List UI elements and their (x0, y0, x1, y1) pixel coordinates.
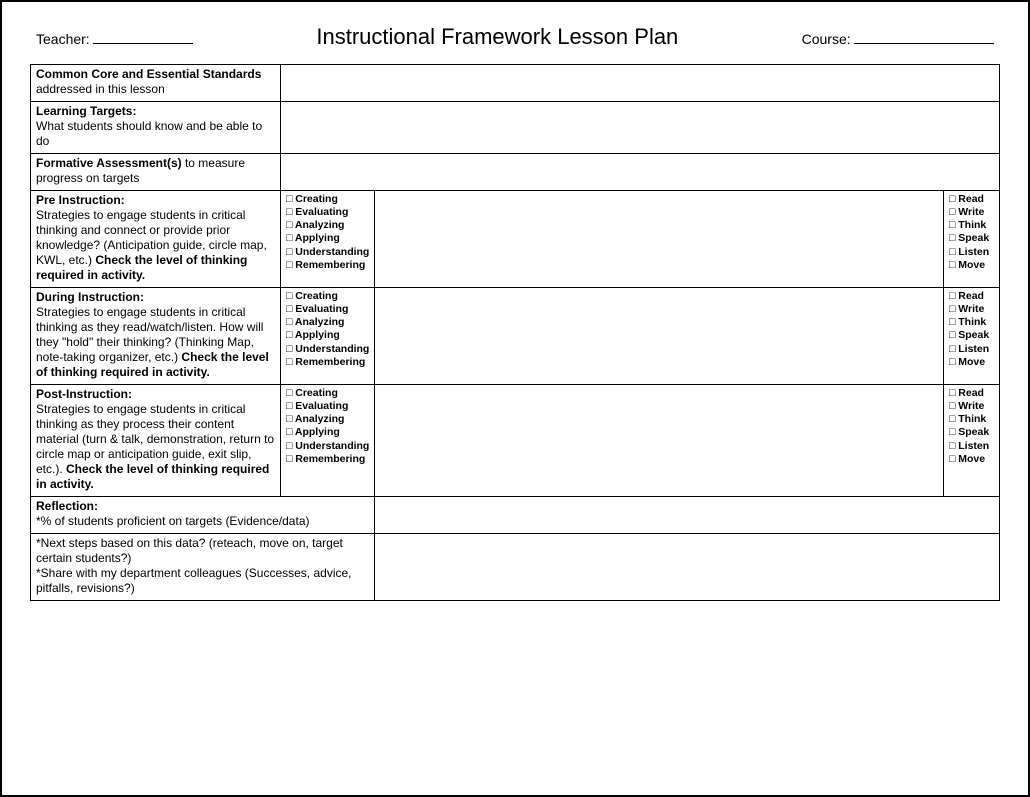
chk-analyzing[interactable]: Analyzing (286, 413, 369, 426)
chk-read[interactable]: Read (949, 290, 994, 303)
row-pre-label: Pre Instruction: Strategies to engage st… (31, 191, 281, 288)
row-learning-targets-content[interactable] (281, 102, 1000, 154)
post-desc-b: Check the level of thinking required in … (36, 462, 269, 491)
teacher-label: Teacher: (36, 31, 90, 47)
refl-desc: *% of students proficient on targets (Ev… (36, 514, 369, 529)
cc-bold: Common Core and Essential Standards (36, 67, 261, 81)
chk-remembering[interactable]: Remembering (286, 453, 369, 466)
chk-applying[interactable]: Applying (286, 426, 369, 439)
chk-applying[interactable]: Applying (286, 329, 369, 342)
chk-move[interactable]: Move (949, 259, 994, 272)
teacher-blank[interactable] (93, 30, 193, 44)
chk-listen[interactable]: Listen (949, 343, 994, 356)
during-bold: During Instruction: (36, 290, 275, 305)
chk-think[interactable]: Think (949, 413, 994, 426)
row-post-label: Post-Instruction: Strategies to engage s… (31, 385, 281, 497)
chk-move[interactable]: Move (949, 356, 994, 369)
chk-write[interactable]: Write (949, 206, 994, 219)
chk-listen[interactable]: Listen (949, 440, 994, 453)
pre-bold: Pre Instruction: (36, 193, 275, 208)
during-content[interactable] (375, 288, 944, 385)
chk-analyzing[interactable]: Analyzing (286, 219, 369, 232)
row-formative-label: Formative Assessment(s) to measure progr… (31, 154, 281, 191)
header-row: Teacher: Instructional Framework Lesson … (30, 24, 1000, 50)
chk-read[interactable]: Read (949, 387, 994, 400)
chk-write[interactable]: Write (949, 400, 994, 413)
chk-speak[interactable]: Speak (949, 232, 994, 245)
fa-bold: Formative Assessment(s) (36, 156, 182, 170)
chk-think[interactable]: Think (949, 219, 994, 232)
page-title: Instructional Framework Lesson Plan (193, 24, 802, 50)
chk-remembering[interactable]: Remembering (286, 356, 369, 369)
chk-understanding[interactable]: Understanding (286, 343, 369, 356)
lt-desc: What students should know and be able to… (36, 119, 275, 149)
post-bold: Post-Instruction: (36, 387, 275, 402)
row-reflection-label: Reflection: *% of students proficient on… (31, 497, 375, 534)
row-nextsteps-content[interactable] (375, 534, 1000, 601)
row-common-core-content[interactable] (281, 65, 1000, 102)
course-blank[interactable] (854, 30, 994, 44)
lesson-plan-table: Common Core and Essential Standards addr… (30, 64, 1000, 601)
post-content[interactable] (375, 385, 944, 497)
during-levels: Creating Evaluating Analyzing Applying U… (281, 288, 375, 385)
post-modes: Read Write Think Speak Listen Move (944, 385, 1000, 497)
chk-speak[interactable]: Speak (949, 329, 994, 342)
chk-speak[interactable]: Speak (949, 426, 994, 439)
chk-understanding[interactable]: Understanding (286, 246, 369, 259)
chk-creating[interactable]: Creating (286, 290, 369, 303)
page: Teacher: Instructional Framework Lesson … (0, 0, 1030, 797)
chk-evaluating[interactable]: Evaluating (286, 206, 369, 219)
next-l2: *Share with my department colleagues (Su… (36, 566, 369, 596)
chk-evaluating[interactable]: Evaluating (286, 400, 369, 413)
row-reflection-content[interactable] (375, 497, 1000, 534)
teacher-field: Teacher: (36, 30, 193, 47)
course-field: Course: (802, 30, 994, 47)
pre-content[interactable] (375, 191, 944, 288)
row-nextsteps-label: *Next steps based on this data? (reteach… (31, 534, 375, 601)
during-modes: Read Write Think Speak Listen Move (944, 288, 1000, 385)
row-formative-content[interactable] (281, 154, 1000, 191)
chk-move[interactable]: Move (949, 453, 994, 466)
row-common-core-label: Common Core and Essential Standards addr… (31, 65, 281, 102)
chk-remembering[interactable]: Remembering (286, 259, 369, 272)
refl-bold: Reflection: (36, 499, 369, 514)
next-l1: *Next steps based on this data? (reteach… (36, 536, 369, 566)
chk-evaluating[interactable]: Evaluating (286, 303, 369, 316)
chk-write[interactable]: Write (949, 303, 994, 316)
lt-bold: Learning Targets: (36, 104, 275, 119)
chk-applying[interactable]: Applying (286, 232, 369, 245)
course-label: Course: (802, 31, 851, 47)
chk-creating[interactable]: Creating (286, 193, 369, 206)
pre-modes: Read Write Think Speak Listen Move (944, 191, 1000, 288)
post-levels: Creating Evaluating Analyzing Applying U… (281, 385, 375, 497)
chk-listen[interactable]: Listen (949, 246, 994, 259)
row-learning-targets-label: Learning Targets: What students should k… (31, 102, 281, 154)
pre-levels: Creating Evaluating Analyzing Applying U… (281, 191, 375, 288)
chk-creating[interactable]: Creating (286, 387, 369, 400)
chk-analyzing[interactable]: Analyzing (286, 316, 369, 329)
chk-read[interactable]: Read (949, 193, 994, 206)
cc-rest: addressed in this lesson (36, 82, 165, 96)
row-during-label: During Instruction: Strategies to engage… (31, 288, 281, 385)
chk-understanding[interactable]: Understanding (286, 440, 369, 453)
chk-think[interactable]: Think (949, 316, 994, 329)
